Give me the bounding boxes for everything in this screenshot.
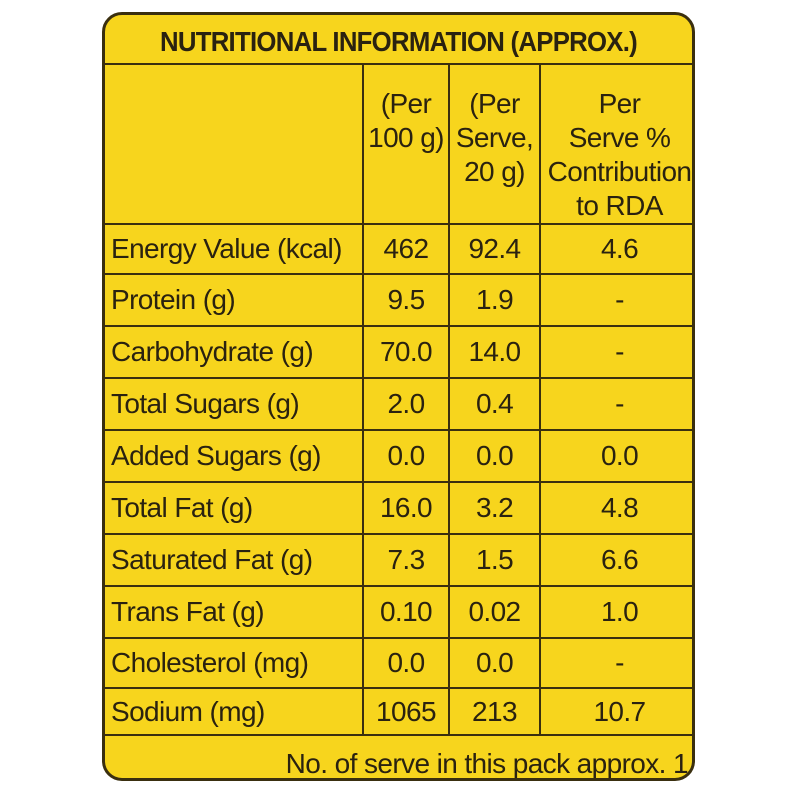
header-line: Serve %: [568, 122, 671, 153]
value-per-100g: 16.0: [379, 492, 433, 523]
value-per-100g: 462: [383, 233, 430, 264]
header-line: 20 g): [464, 156, 525, 187]
value-rda: 0.0: [600, 440, 639, 471]
nutrient-label: Carbohydrate (g): [111, 336, 314, 367]
column-rule: [448, 63, 450, 736]
value-per-serve: 3.2: [475, 492, 514, 523]
value-rda: 4.6: [600, 233, 639, 264]
value-per-serve: 1.9: [475, 284, 514, 315]
rule-above-footer: [105, 734, 692, 736]
value-per-100g: 0.10: [379, 596, 433, 627]
servings-note: No. of serve in this pack approx. 1: [285, 748, 689, 779]
value-rda: -: [615, 284, 624, 315]
column-rule: [539, 63, 541, 736]
nutrient-label: Sodium (mg): [111, 695, 265, 727]
value-rda: 1.0: [600, 596, 639, 627]
value-per-serve: 1.5: [475, 544, 514, 575]
value-per-serve: 0.02: [468, 596, 521, 627]
value-per-100g: 0.0: [387, 647, 425, 678]
column-rule: [362, 63, 364, 736]
nutrient-label: Energy Value (kcal): [111, 233, 342, 264]
value-rda: -: [615, 647, 624, 678]
nutrient-label: Trans Fat (g): [111, 596, 265, 627]
header-line: to RDA: [576, 190, 663, 221]
nutrition-panel: NUTRITIONAL INFORMATION (APPROX.) (Per 1…: [102, 12, 695, 781]
rule-under-header: [105, 223, 692, 225]
value-per-100g: 7.3: [387, 544, 425, 575]
row-rule: [105, 481, 692, 483]
value-per-100g: 9.5: [387, 284, 425, 315]
value-per-serve: 213: [472, 695, 518, 727]
nutrient-label: Protein (g): [111, 284, 236, 315]
header-line: Contribution: [547, 156, 692, 187]
value-rda: -: [615, 336, 624, 367]
nutrient-label: Added Sugars (g): [111, 440, 321, 471]
row-rule: [105, 273, 692, 275]
value-per-100g: 1065: [376, 695, 436, 727]
value-rda: 6.6: [600, 544, 639, 575]
row-rule: [105, 325, 692, 327]
rule-under-title: [105, 63, 692, 65]
nutrient-label: Total Fat (g): [111, 492, 253, 523]
value-rda: 10.7: [593, 695, 646, 727]
nutrient-label: Cholesterol (mg): [111, 647, 309, 678]
header-per-serve: (Per Serve, 20 g): [450, 77, 539, 227]
header-line: 100 g): [368, 122, 444, 153]
header-line: (Per: [469, 88, 520, 119]
header-line: (Per: [380, 88, 432, 119]
value-rda: 4.8: [600, 492, 639, 523]
value-per-100g: 2.0: [387, 388, 425, 419]
value-per-serve: 0.0: [475, 440, 514, 471]
row-rule: [105, 377, 692, 379]
header-rda-contribution: Per Serve % Contribution to RDA: [541, 77, 692, 227]
value-per-serve: 0.0: [475, 647, 514, 678]
value-per-serve: 14.0: [468, 336, 521, 367]
value-per-serve: 92.4: [468, 233, 521, 264]
row-rule: [105, 585, 692, 587]
nutrient-label: Saturated Fat (g): [111, 544, 313, 575]
value-per-100g: 70.0: [379, 336, 433, 367]
panel-title: NUTRITIONAL INFORMATION (APPROX.): [159, 26, 638, 57]
header-line: Serve,: [455, 122, 534, 153]
nutrient-label: Total Sugars (g): [111, 388, 300, 419]
value-per-100g: 0.0: [387, 440, 425, 471]
row-rule: [105, 687, 692, 689]
header-per-100g: (Per 100 g): [364, 77, 448, 227]
value-per-serve: 0.4: [475, 388, 514, 419]
row-rule: [105, 533, 692, 535]
header-line: Per: [598, 88, 641, 119]
row-rule: [105, 429, 692, 431]
row-rule: [105, 637, 692, 639]
value-rda: -: [615, 388, 624, 419]
